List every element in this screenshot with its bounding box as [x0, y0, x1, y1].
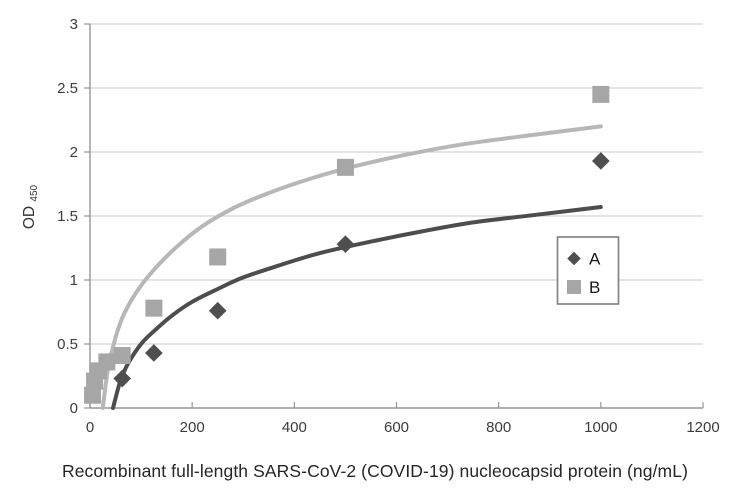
x-tick-label: 0 [86, 419, 94, 436]
series-B-marker [592, 85, 610, 103]
series-B-marker [84, 386, 102, 404]
series-A-points [113, 152, 610, 388]
gridlines [84, 23, 703, 409]
legend: AB [556, 236, 620, 305]
series-A-marker [145, 344, 163, 362]
x-tick-label: 600 [384, 419, 409, 436]
x-axis-title: Recombinant full-length SARS-CoV-2 (COVI… [61, 461, 688, 481]
series-A-marker [113, 369, 132, 388]
tick-labels: 0 200 400 600 800 1000 1200 0 0.5 1 1.5 2 2.5 3 [57, 16, 720, 436]
legend-box [556, 236, 620, 305]
x-tick-label: 200 [180, 419, 205, 436]
legend-label-A: A [589, 250, 601, 269]
legend-label-B: B [589, 278, 600, 297]
legend-marker-B [567, 280, 581, 294]
x-tick-label: 1000 [584, 419, 617, 436]
series-A-marker [208, 301, 227, 320]
y-tick-label: 2.5 [57, 80, 78, 97]
y-tick-label: 3 [70, 16, 78, 33]
y-tick-label: 1 [70, 272, 78, 289]
axes [89, 24, 704, 409]
y-axis-title: OD 450 [21, 184, 40, 229]
series-A-marker [591, 152, 610, 170]
y-tick-label: 2 [70, 144, 78, 161]
series-B-marker [98, 353, 116, 371]
x-tick-label: 800 [486, 419, 511, 436]
x-tick-label: 400 [282, 419, 307, 436]
series-B-points [84, 85, 610, 404]
series-B-marker [336, 158, 354, 176]
y-tick-label: 0 [70, 400, 78, 417]
x-tick-label: 1200 [686, 419, 719, 436]
series-B-marker [113, 347, 131, 365]
trendline-B [100, 124, 603, 410]
series-A-marker [336, 235, 355, 253]
trendline-A [111, 205, 603, 410]
series-B-marker [209, 248, 227, 266]
y-tick-label: 1.5 [57, 208, 78, 225]
y-tick-label: 0.5 [57, 336, 78, 353]
series-B-marker [145, 299, 163, 317]
legend-marker-A [567, 251, 581, 266]
